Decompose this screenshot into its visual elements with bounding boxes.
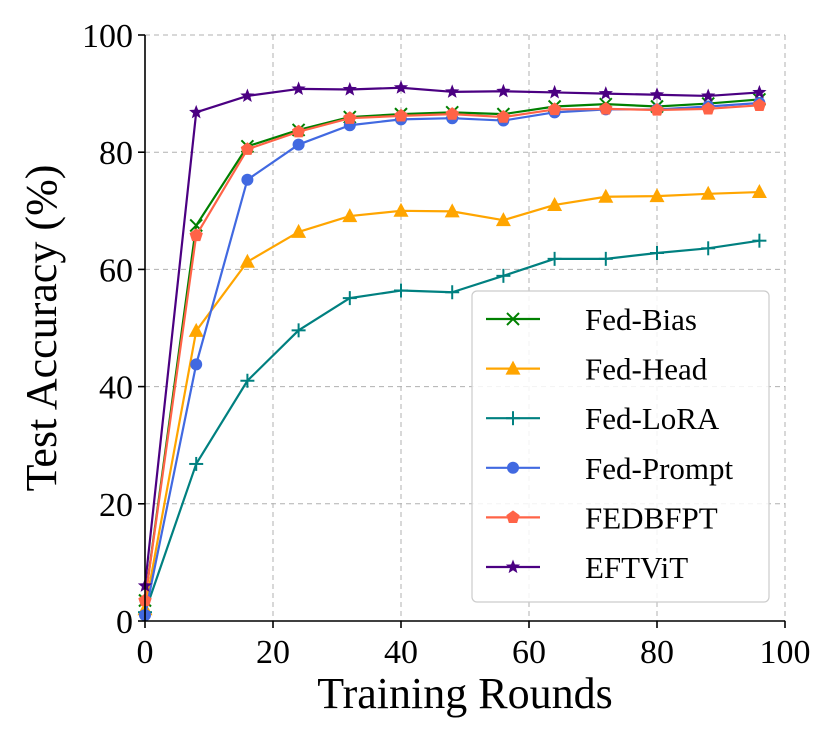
legend: Fed-Bias Fed-Head Fed-LoRA Fed-Prompt FEDBFP… [471,290,770,603]
data-point-fed-head [649,188,665,203]
series-lines [137,80,767,622]
data-point-fed-prompt [292,138,305,151]
y-tick-label: 0 [116,604,133,641]
data-point-eftvit [342,82,357,96]
x-tick-label: 100 [760,634,811,671]
data-point-eftvit [701,88,716,103]
series-eftvit [137,80,767,592]
y-tick-label: 60 [99,252,133,289]
data-point-fedbfpt [291,124,306,138]
y-tick-label: 40 [99,370,133,407]
data-point-fedbfpt [701,101,715,115]
y-tick-label: 80 [99,135,133,172]
data-point-eftvit [291,81,306,95]
legend-marker [506,510,520,524]
legend-label: EFTViT [585,550,688,585]
data-point-fed-lora [752,233,767,248]
data-point-fed-head [188,322,204,337]
data-point-fed-head [598,188,614,203]
x-tick-label: 60 [512,634,546,671]
data-point-fed-head [444,203,460,218]
data-point-eftvit [189,104,204,119]
legend-item-fed-prompt: Fed-Prompt [486,451,734,486]
data-point-fed-lora [189,456,204,471]
x-tick-label: 20 [256,634,290,671]
data-point-fedbfpt [650,103,664,116]
data-point-eftvit [240,88,255,103]
tick-labels: 0 20 40 60 80 100 0 20 40 60 80 100 [82,18,811,671]
data-point-fed-lora [291,323,306,338]
data-point-fed-head [393,202,409,217]
data-point-fed-lora [701,241,716,256]
legend-label: FEDBFPT [585,500,718,535]
legend-label: Fed-LoRA [585,401,720,436]
data-point-fed-lora [342,291,357,306]
data-point-fedbfpt [445,107,459,120]
data-point-fedbfpt [547,102,562,116]
data-point-fed-prompt [241,173,254,186]
data-point-eftvit [393,80,409,94]
axes [138,34,786,628]
data-point-eftvit [598,86,613,100]
y-tick-label: 100 [82,18,133,55]
data-point-fed-lora [598,251,613,266]
data-point-fed-head [547,196,563,211]
legend-item-fed-bias: Fed-Bias [486,302,697,337]
data-point-fed-lora [496,268,511,283]
data-point-eftvit [445,84,460,98]
data-point-fed-lora [445,285,460,300]
series-fed-lora [138,233,767,620]
data-point-fedbfpt [394,108,408,122]
x-tick-label: 80 [640,634,674,671]
legend-item-fedbfpt: FEDBFPT [486,500,718,535]
data-point-fed-lora [240,373,255,388]
legend-label: Fed-Head [585,352,708,387]
y-axis-title: Test Accuracy (%) [17,165,66,492]
x-tick-label: 40 [384,634,418,671]
x-tick-label: 0 [137,634,154,671]
legend-marker [507,461,519,474]
data-point-fedbfpt [599,101,613,115]
legend-marker [506,411,520,426]
data-point-eftvit [649,87,665,101]
legend-label: Fed-Bias [585,302,697,337]
data-point-fed-prompt [190,358,203,371]
data-point-fedbfpt [189,228,203,242]
data-point-fed-head [239,253,255,268]
legend-marker [505,360,521,375]
legend-box [471,290,770,603]
legend-marker [506,312,520,326]
legend-item-fed-lora: Fed-LoRA [486,401,720,436]
data-point-fed-lora [394,283,408,298]
x-axis-title: Training Rounds [317,669,612,718]
legend-item-fed-head: Fed-Head [486,352,708,387]
data-point-fedbfpt [496,110,511,123]
data-point-fed-lora [547,251,562,266]
data-point-fed-lora [650,245,664,260]
data-point-fedbfpt [240,142,255,155]
data-point-fed-head [700,185,716,200]
data-point-fedbfpt [343,111,357,124]
data-point-fed-head [495,212,511,227]
data-point-fed-head [751,184,767,199]
series-fed-head [137,184,767,616]
data-point-fedbfpt [752,98,767,111]
series-fedbfpt [138,98,767,607]
data-point-eftvit [752,84,767,99]
legend-label: Fed-Prompt [585,451,734,486]
legend-item-eftvit: EFTViT [486,550,688,585]
data-point-eftvit [547,84,562,99]
data-point-eftvit [496,83,511,98]
data-point-fed-head [342,208,358,223]
data-point-fed-head [291,223,307,238]
y-tick-label: 20 [99,487,133,524]
legend-marker [505,559,521,574]
